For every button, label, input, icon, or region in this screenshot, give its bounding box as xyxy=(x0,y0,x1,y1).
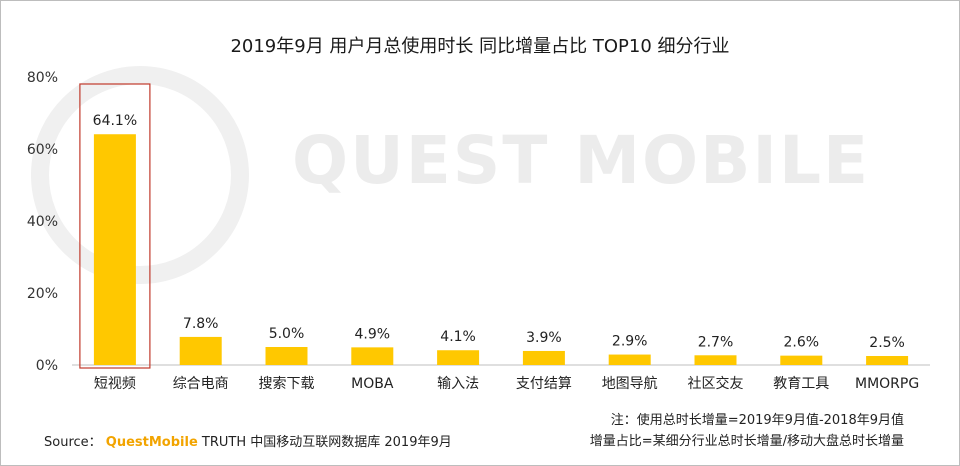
x-tick-label: 搜索下载 xyxy=(259,375,315,392)
axis-layer: 0% 20% 40% 60% 80% xyxy=(27,70,930,374)
footnote: 注：使用总时长增量=2019年9月值-2018年9月值 增量占比=某细分行业总时… xyxy=(590,410,904,452)
bar-value-label: 2.9% xyxy=(612,334,648,350)
x-tick-label: MOBA xyxy=(351,376,394,392)
bar-value-label: 4.1% xyxy=(440,329,476,345)
bar xyxy=(608,354,651,365)
source-text: TRUTH 中国移动互联网数据库 2019年9月 xyxy=(201,435,452,450)
x-tick-label: 短视频 xyxy=(94,376,136,392)
watermark-text: QUEST MOBILE xyxy=(292,122,870,199)
bar xyxy=(780,355,823,365)
bar-value-label: 7.8% xyxy=(183,316,219,332)
bar-value-label: 4.9% xyxy=(355,326,391,342)
source-prefix: Source： xyxy=(44,435,102,450)
bars-layer xyxy=(93,134,909,365)
y-tick-label: 40% xyxy=(27,214,58,230)
bar-value-label: 3.9% xyxy=(526,330,562,346)
x-tick-label: 综合电商 xyxy=(173,376,229,392)
x-tick-label: 社区交友 xyxy=(688,375,744,392)
bar xyxy=(179,336,222,365)
watermark-ring xyxy=(31,66,249,284)
y-tick-label: 80% xyxy=(27,70,58,86)
y-tick-label: 0% xyxy=(36,358,58,374)
watermark: QUEST MOBILE xyxy=(31,66,870,284)
y-tick-label: 60% xyxy=(27,142,58,158)
source-brand: QuestMobile xyxy=(105,435,198,450)
footnote-line-2: 增量占比=某细分行业总时长增量/移动大盘总时长增量 xyxy=(589,434,904,449)
bar xyxy=(265,347,308,365)
bar xyxy=(93,134,136,365)
y-tick-label: 20% xyxy=(27,286,58,302)
bar-value-label: 2.7% xyxy=(698,334,734,350)
bar-value-label: 2.6% xyxy=(784,335,820,351)
x-tick-label: 地图导航 xyxy=(602,376,658,392)
bar-value-label: 64.1% xyxy=(93,113,137,129)
source-line: Source： QuestMobile TRUTH 中国移动互联网数据库 201… xyxy=(44,431,452,450)
bar xyxy=(866,356,909,365)
highlight-box xyxy=(79,83,151,369)
labels-layer: 64.1% 短视频 7.8% 综合电商 5.0% 搜索下载 4.9% MOBA 4.1% 输入法 3… xyxy=(79,83,919,392)
bar xyxy=(522,350,565,365)
footnote-line-1: 注：使用总时长增量=2019年9月值-2018年9月值 xyxy=(610,413,904,428)
bar xyxy=(351,347,394,365)
bar-value-label: 2.5% xyxy=(869,335,905,351)
bar xyxy=(437,350,480,365)
x-tick-label: 教育工具 xyxy=(773,376,829,392)
bar-value-label: 5.0% xyxy=(269,326,305,342)
chart-title: 2019年9月 用户月总使用时长 同比增量占比 TOP10 细分行业 xyxy=(230,36,730,57)
x-tick-label: 输入法 xyxy=(437,376,479,392)
x-tick-label: MMORPG xyxy=(855,376,919,392)
bar xyxy=(694,355,737,365)
x-tick-label: 支付结算 xyxy=(516,376,572,392)
